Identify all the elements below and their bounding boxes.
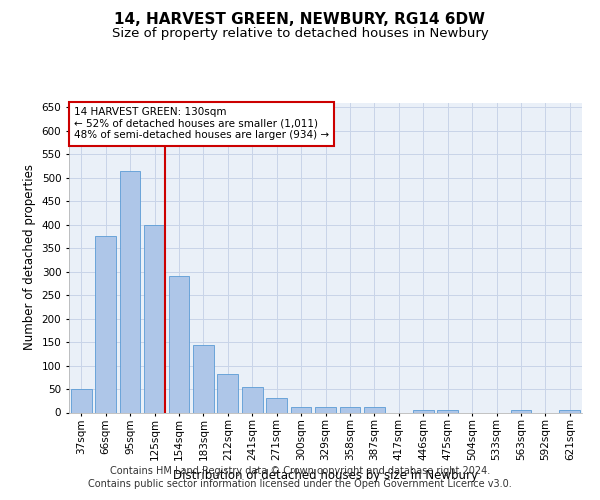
Text: Size of property relative to detached houses in Newbury: Size of property relative to detached ho… <box>112 28 488 40</box>
Bar <box>95 236 116 412</box>
Bar <box>315 407 336 412</box>
Bar <box>340 407 361 412</box>
Bar <box>217 374 238 412</box>
Bar <box>193 346 214 412</box>
Bar <box>413 410 434 412</box>
Bar <box>71 389 92 412</box>
Bar <box>437 410 458 412</box>
Bar <box>511 410 532 412</box>
Bar <box>119 170 140 412</box>
Text: Contains HM Land Registry data © Crown copyright and database right 2024.: Contains HM Land Registry data © Crown c… <box>110 466 490 476</box>
Bar <box>242 386 263 412</box>
Y-axis label: Number of detached properties: Number of detached properties <box>23 164 36 350</box>
Bar <box>144 224 165 412</box>
X-axis label: Distribution of detached houses by size in Newbury: Distribution of detached houses by size … <box>173 468 478 481</box>
Bar <box>290 407 311 412</box>
Bar <box>266 398 287 412</box>
Text: 14, HARVEST GREEN, NEWBURY, RG14 6DW: 14, HARVEST GREEN, NEWBURY, RG14 6DW <box>115 12 485 28</box>
Bar <box>364 407 385 412</box>
Bar <box>169 276 190 412</box>
Text: 14 HARVEST GREEN: 130sqm
← 52% of detached houses are smaller (1,011)
48% of sem: 14 HARVEST GREEN: 130sqm ← 52% of detach… <box>74 107 329 140</box>
Text: Contains public sector information licensed under the Open Government Licence v3: Contains public sector information licen… <box>88 479 512 489</box>
Bar <box>559 410 580 412</box>
